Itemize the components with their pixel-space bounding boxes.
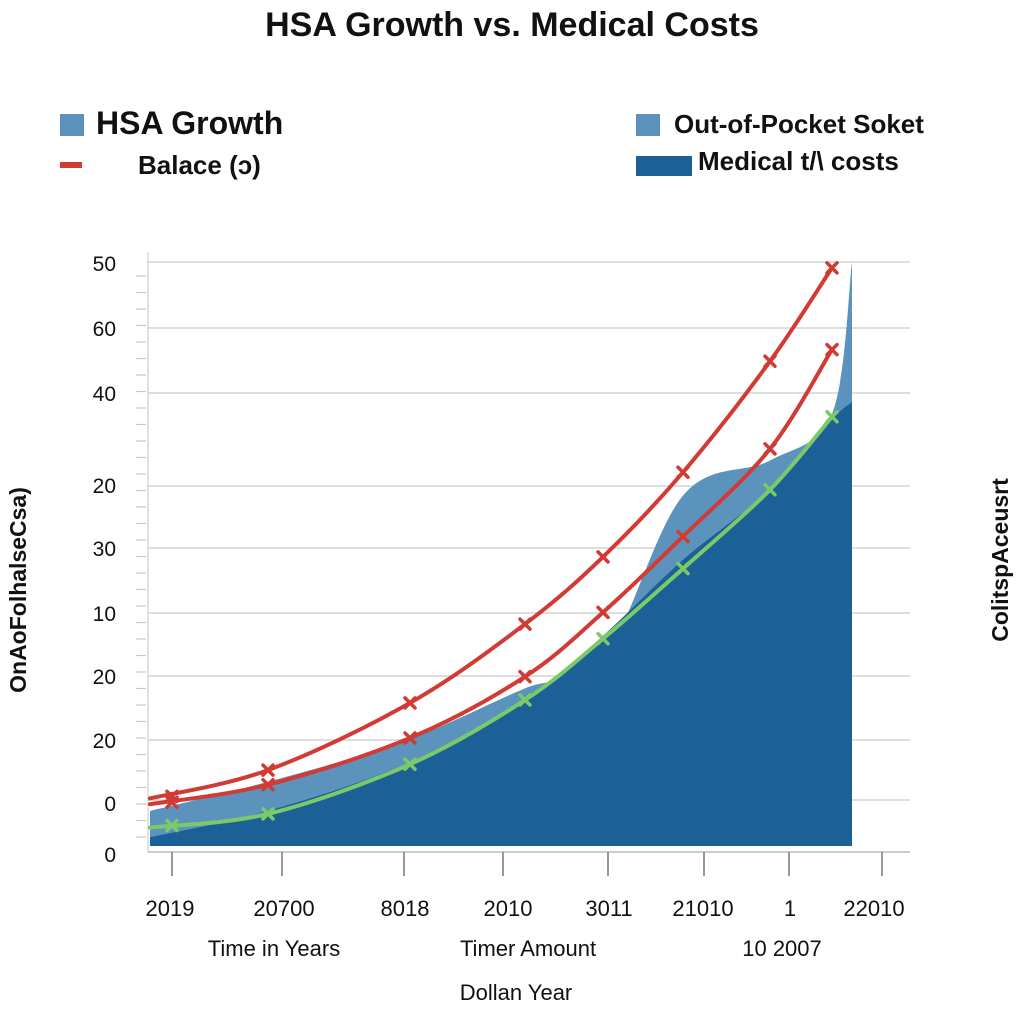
y-tick-label: 50 [93,253,116,276]
x-tick-label: 20700 [253,896,314,921]
x-axis-title: Dollan Year [460,980,573,1005]
marker-hsa-growth [676,465,690,479]
x-axis-caption-year: 10 2007 [742,936,822,961]
marker-balace- [825,342,839,357]
line-medical-costs [148,414,834,830]
area-layer [150,250,854,847]
marker-balace- [403,731,417,745]
y-tick-label: 20 [93,730,116,753]
x-tick-label: 2010 [484,896,533,921]
x-tick-label: 22010 [843,896,904,921]
marker-balace- [518,669,532,684]
marker-hsa-growth [261,763,275,777]
legend-label-medical-costs: Medical t/\ costs [698,146,899,176]
line-layer [148,261,839,833]
marker-balace- [596,605,610,620]
marker-hsa-growth [825,261,839,275]
x-axis-caption-amount: Timer Amount [460,936,596,961]
legend-label-hsa-growth: HSA Growth [96,105,283,141]
legend-label-out-of-pocket: Out-of-Pocket Soket [674,109,924,139]
x-tick-label: 8018 [381,896,430,921]
y-tick-label: 10 [93,603,116,626]
marker-hsa-growth [763,354,777,369]
y-axis-title-left: OnAoFolhalseCsa) [5,487,31,693]
marker-balace- [676,529,690,544]
marker-medical-costs [596,631,610,646]
y-tick-label: 30 [93,538,116,561]
y-tick-label: 20 [93,475,116,498]
marker-medical-costs [763,483,777,497]
legend-label-balance: Balace (ɔ) [138,150,261,180]
x-tick-label: 3011 [585,896,632,921]
marker-medical-costs [403,757,417,771]
x-axis-ticks [171,852,883,876]
area-medical-t-costs [150,400,854,846]
x-axis-caption-time: Time in Years [208,936,340,961]
marker-balace- [763,442,777,456]
y-axis-title-right: ColitspAceusrt [987,478,1013,642]
legend-swatch-out-of-pocket [636,114,660,136]
marker-medical-costs [165,818,179,833]
y-tick-label: 40 [93,383,116,406]
marker-medical-costs [261,807,275,821]
x-tick-label: 1 [784,896,796,921]
marker-medical-costs [518,693,532,707]
y-tick-label: 20 [93,666,116,689]
legend-swatch-hsa-growth [60,114,84,136]
line-balace- [148,347,834,807]
line-hsa-growth [148,265,834,801]
y-tick-label: 60 [93,318,116,341]
legend-swatch-medical-costs [636,156,692,176]
y-tick-label: 0 [104,844,116,867]
marker-hsa-growth [403,696,417,710]
marker-medical-costs [676,561,690,576]
chart-title: HSA Growth vs. Medical Costs [265,6,759,44]
x-tick-label: 21010 [672,896,733,921]
marker-hsa-growth [518,617,532,631]
y-tick-label: 0 [104,793,116,816]
legend-swatch-balance [60,162,82,168]
marker-balace- [261,777,275,792]
marker-balace- [165,795,179,809]
x-tick-label: 2019 [146,896,195,921]
marker-medical-costs [825,410,839,424]
marker-hsa-growth [596,550,610,564]
